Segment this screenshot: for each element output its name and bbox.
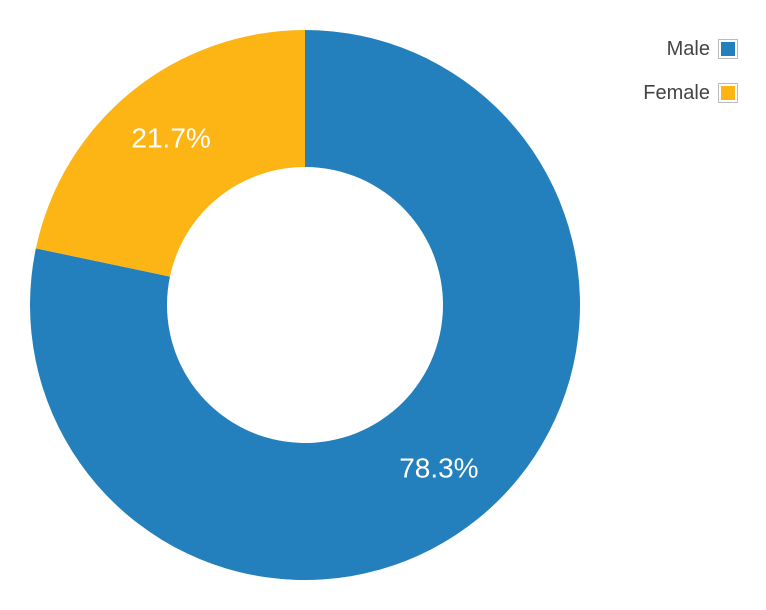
legend-item-male[interactable]: Male	[667, 36, 738, 62]
data-label-male: 78.3%	[399, 452, 478, 483]
data-label-female: 21.7%	[131, 122, 210, 153]
legend-label-male: Male	[666, 37, 710, 60]
legend-swatch-female	[718, 83, 738, 103]
legend-swatch-fill-male	[721, 42, 735, 56]
chart-legend: Male Female	[643, 36, 738, 106]
legend-item-female[interactable]: Female	[643, 80, 738, 106]
donut-slice-male[interactable]	[29, 30, 580, 581]
donut-slice-female[interactable]	[35, 30, 305, 277]
legend-label-female: Female	[643, 81, 710, 104]
legend-swatch-male	[718, 39, 738, 59]
legend-swatch-fill-female	[721, 86, 735, 100]
